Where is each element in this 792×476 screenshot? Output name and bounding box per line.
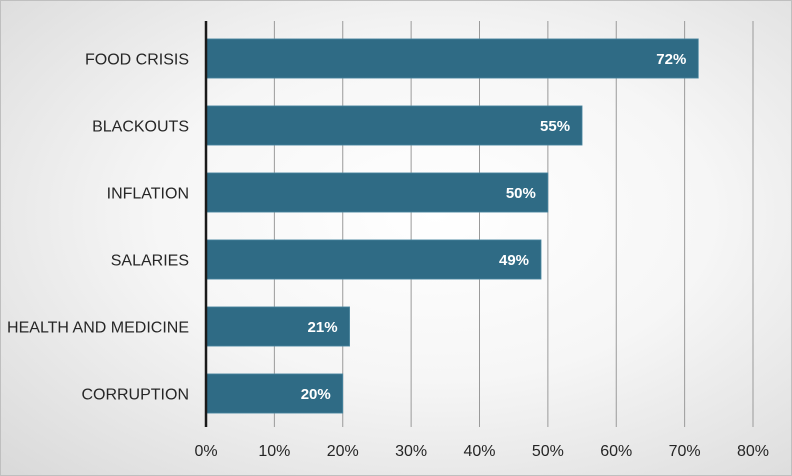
bar-food-crisis <box>205 38 699 79</box>
data-label: 20% <box>301 386 331 403</box>
x-tick-label: 10% <box>258 443 290 460</box>
x-tick-label: 0% <box>194 443 217 460</box>
category-label: FOOD CRISIS <box>85 52 189 69</box>
x-tick-label: 30% <box>395 443 427 460</box>
bar-inflation <box>205 172 549 213</box>
x-tick-label: 70% <box>669 443 701 460</box>
category-label: CORRUPTION <box>81 387 189 404</box>
x-tick-label: 50% <box>532 443 564 460</box>
x-tick-label: 40% <box>463 443 495 460</box>
bar-salaries <box>205 239 542 280</box>
category-label: HEALTH AND MEDICINE <box>7 320 189 337</box>
data-label: 55% <box>540 118 570 135</box>
x-tick-label: 20% <box>327 443 359 460</box>
category-label: SALARIES <box>111 253 189 270</box>
bars <box>205 38 699 414</box>
category-label: BLACKOUTS <box>92 119 189 136</box>
data-label: 50% <box>506 185 536 202</box>
x-tick-label: 60% <box>600 443 632 460</box>
gridlines <box>273 21 754 427</box>
x-tick-label: 80% <box>737 443 769 460</box>
bar-corruption <box>205 373 344 414</box>
data-label: 72% <box>656 51 686 68</box>
bar-blackouts <box>205 105 583 146</box>
category-label: INFLATION <box>107 186 189 203</box>
data-label: 49% <box>499 252 529 269</box>
data-label: 21% <box>308 319 338 336</box>
labels: 0% 10% 20% 30% 40% 50% 60% 70% 80% FOOD CRISIS 72%… <box>7 51 769 460</box>
